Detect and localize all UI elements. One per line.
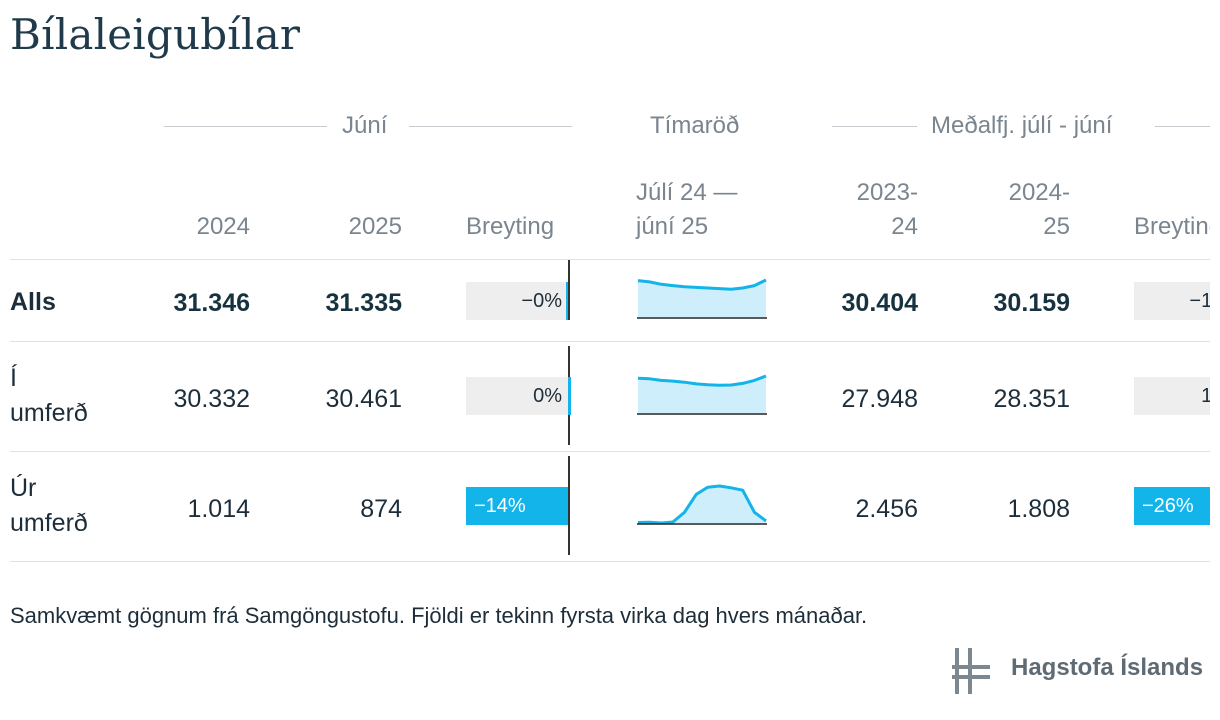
change-bar: 0% [466, 377, 571, 415]
change2-bar-label: −26% [1142, 495, 1194, 517]
page-title: Bílaleigubílar [10, 10, 301, 59]
change2-bar-label: −1% [1189, 290, 1210, 312]
change2-bar-label: 1% [1201, 385, 1210, 407]
group-line [1155, 126, 1210, 127]
cell-avg2425: 1.808 [1007, 495, 1070, 523]
cell-jun2024: 1.014 [187, 495, 250, 523]
cell-avg2324: 30.404 [841, 289, 918, 317]
logo: Hagstofa Íslands [952, 646, 1204, 696]
row-label-i-umferd-line1: Í [10, 364, 17, 392]
sparkline-area [638, 486, 766, 523]
zero-axis-line [568, 456, 570, 555]
change2-bar: 1% [1134, 377, 1210, 415]
change2-bar: −1% [1134, 282, 1210, 320]
row-divider [10, 259, 1210, 260]
change-bar: −0% [466, 282, 568, 320]
hagstofa-logo-icon [952, 648, 990, 694]
cell-jun2025: 874 [360, 495, 402, 523]
change-bar-label: 0% [533, 385, 562, 407]
cell-avg2425: 30.159 [993, 289, 1070, 317]
change-bar-label: −0% [521, 290, 562, 312]
change2-clip: −26% [1134, 487, 1210, 525]
sparkline-line [637, 484, 767, 525]
row-label-i-umferd-line2: umferð [10, 399, 88, 427]
cell-avg2425: 28.351 [993, 385, 1070, 413]
col-header-2025: 2025 [348, 213, 402, 240]
row-divider [10, 561, 1210, 562]
change-bar: −14% [466, 487, 568, 525]
change-bar-label: −14% [474, 495, 526, 517]
group-header-month: Júní [342, 112, 388, 139]
group-line [409, 126, 572, 127]
logo-text: Hagstofa Íslands [1011, 654, 1204, 681]
col-header-change2: Breyting [1134, 213, 1210, 240]
cell-jun2024: 31.346 [173, 289, 250, 317]
cell-avg2324: 2.456 [855, 495, 918, 523]
change2-bar: −26% [1134, 487, 1210, 525]
row-divider [10, 451, 1210, 452]
group-header-average: Meðalfj. júlí - júní [931, 112, 1113, 139]
col-header-avg1-line1: 2023- [856, 179, 918, 206]
col-header-change: Breyting [466, 213, 555, 240]
change2-clip: 1% [1134, 377, 1210, 415]
change-bar-fill [566, 282, 568, 320]
change2-clip: −1% [1134, 282, 1210, 320]
change2-bar-fill [1134, 487, 1210, 525]
col-header-2024: 2024 [196, 213, 250, 240]
group-line [164, 126, 327, 127]
cell-avg2324: 27.948 [841, 385, 918, 413]
zero-axis-line [568, 260, 570, 320]
sparkline-line [637, 278, 767, 291]
group-line [832, 126, 917, 127]
row-divider [10, 341, 1210, 342]
change-bar-fill [568, 377, 571, 415]
col-header-change2-clip: Breyting [1134, 210, 1210, 244]
row-label-ur-umferd-line2: umferð [10, 509, 88, 537]
sparkline-line [637, 374, 767, 387]
sparkline-area [638, 280, 766, 317]
footer-note: Samkvæmt gögnum frá Samgöngustofu. Fjöld… [10, 603, 868, 628]
col-header-avg1-line2: 24 [891, 213, 918, 240]
cell-jun2024: 30.332 [173, 385, 250, 413]
col-header-series-line1: Júlí 24 — [636, 179, 738, 206]
row-label-alls: Alls [10, 288, 56, 316]
sparkline-alls [637, 278, 767, 319]
col-header-avg2-line1: 2024- [1008, 179, 1070, 206]
col-header-avg2-line2: 25 [1043, 213, 1070, 240]
group-header-series: Tímaröð [650, 112, 740, 139]
sparkline-i-umferd [637, 374, 767, 415]
cell-jun2025: 31.335 [325, 289, 402, 317]
row-label-ur-umferd-line1: Úr [10, 474, 37, 502]
cell-jun2025: 30.461 [325, 385, 402, 413]
col-header-series-line2: júní 25 [636, 213, 709, 240]
sparkline-ur-umferd [637, 484, 767, 525]
change-bar-fill [466, 487, 568, 525]
